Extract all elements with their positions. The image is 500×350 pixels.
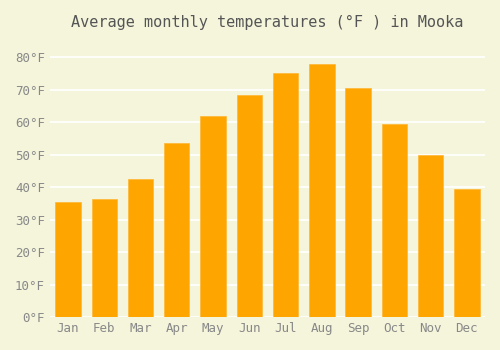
Title: Average monthly temperatures (°F ) in Mooka: Average monthly temperatures (°F ) in Mo… [71, 15, 464, 30]
Bar [309, 64, 334, 317]
Bar [128, 179, 153, 317]
Bar [200, 116, 226, 317]
Bar [56, 202, 80, 317]
Bar [454, 189, 479, 317]
Bar [418, 155, 444, 317]
Bar [92, 198, 117, 317]
Bar [164, 143, 190, 317]
Bar [346, 88, 371, 317]
Bar [273, 74, 298, 317]
Bar [382, 124, 407, 317]
Bar [236, 94, 262, 317]
